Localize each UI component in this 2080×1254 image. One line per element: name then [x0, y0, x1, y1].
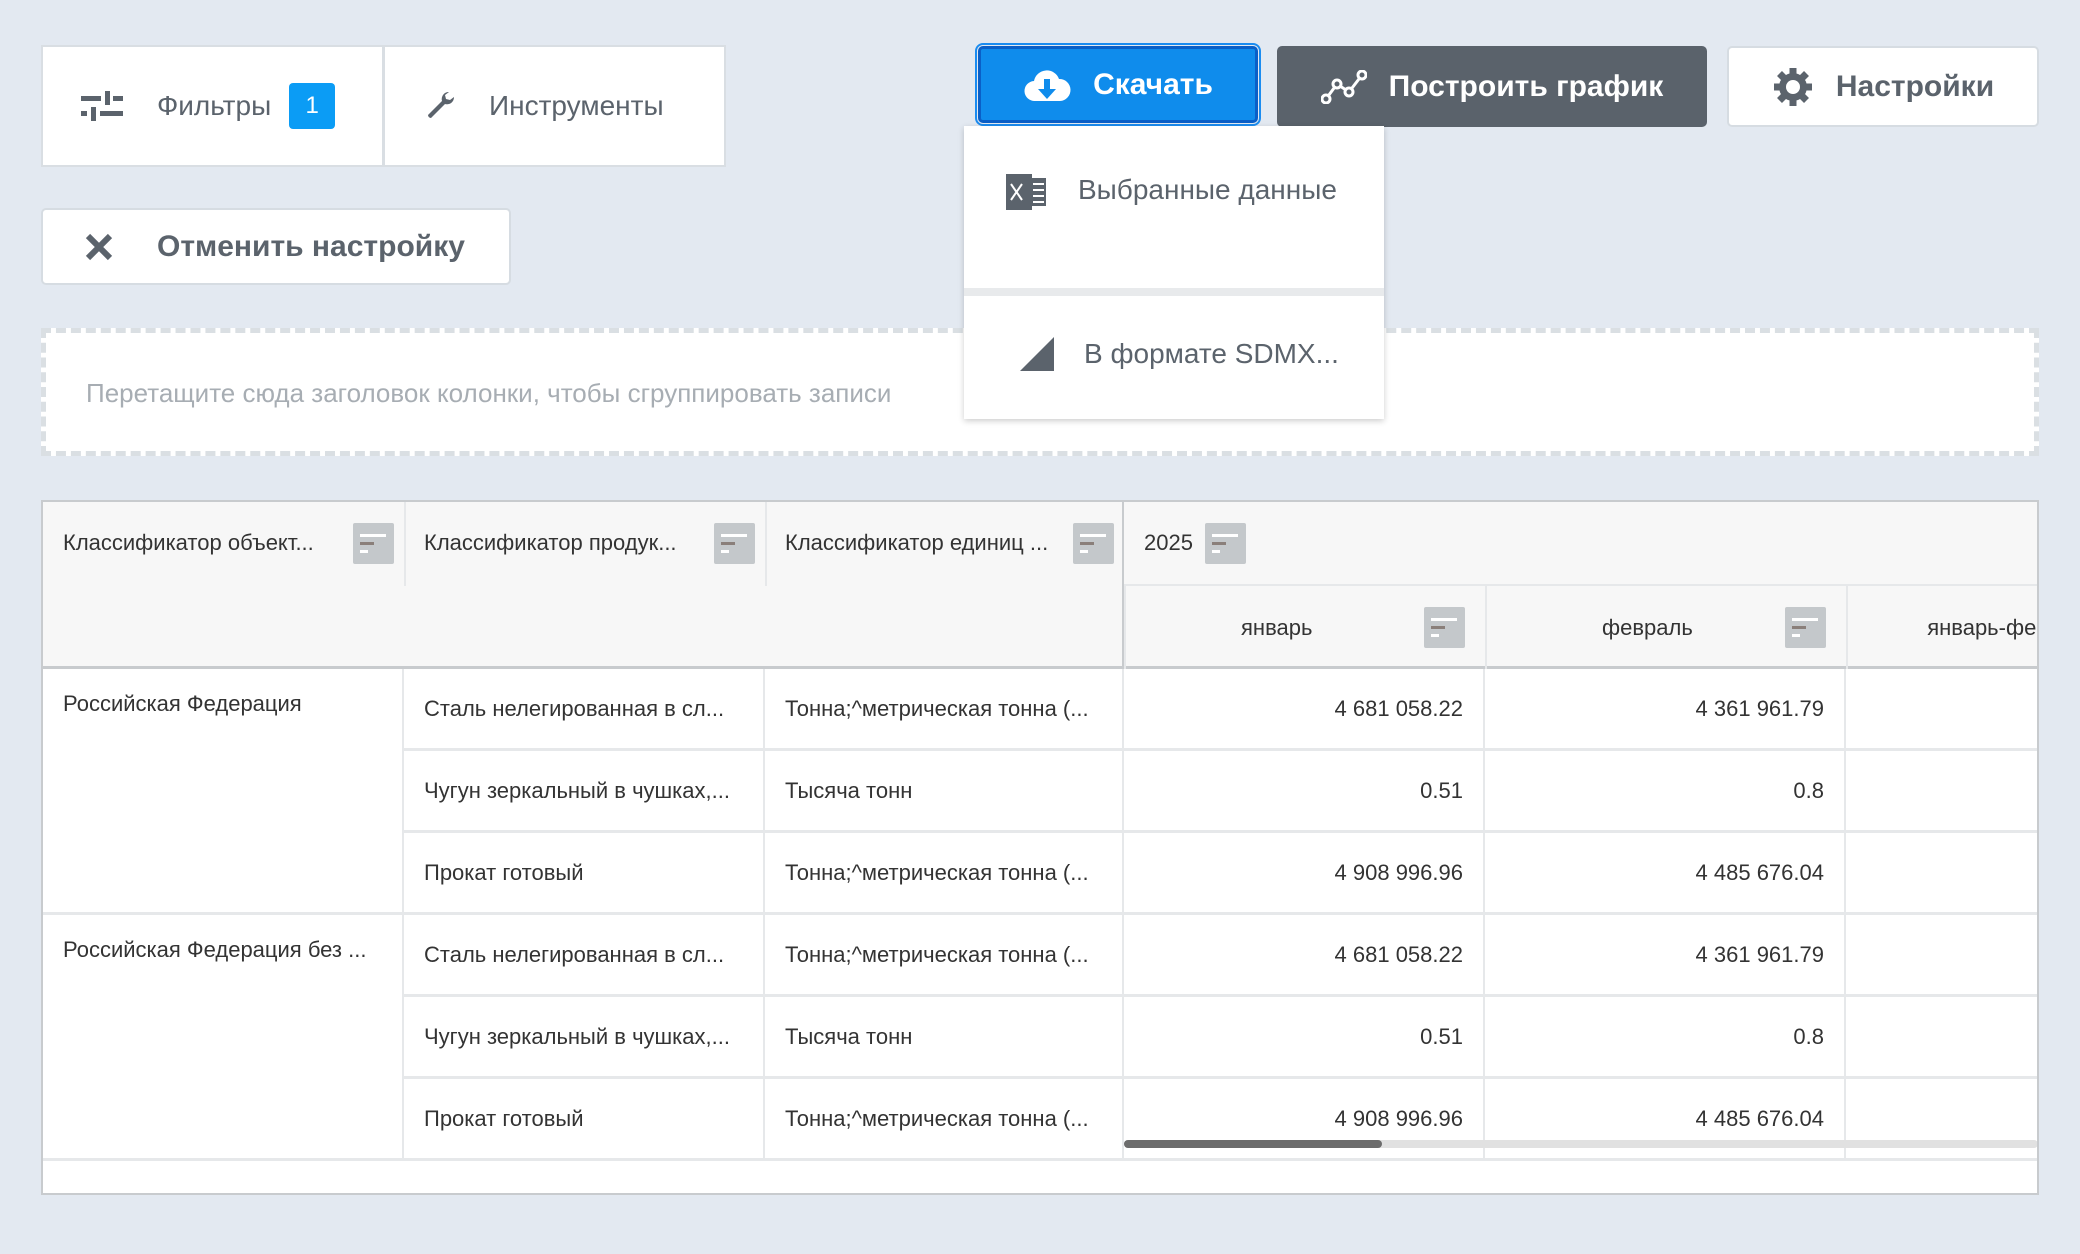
table-cell: Тонна;^метрическая тонна (... [765, 1079, 1124, 1161]
build-chart-label: Построить график [1388, 69, 1664, 103]
table-cell: Чугун зеркальный в чушках,... [404, 751, 765, 833]
scrollbar-thumb[interactable] [1124, 1140, 1382, 1148]
table-cell: 4 681 058.22 [1124, 669, 1485, 751]
download-menu: Выбранные данные В формате SDMX... [964, 126, 1384, 419]
menu-item-label: Выбранные данные [1078, 174, 1337, 205]
column-header[interactable]: Классификатор объект... [63, 522, 394, 564]
table-cell [1846, 751, 2037, 833]
cloud-download-icon [1024, 69, 1071, 101]
table-cell [1846, 915, 2037, 997]
row-group-cell: Российская Федерация [43, 669, 404, 915]
table-cell: 0.8 [1485, 751, 1846, 833]
filters-label: Фильтры [157, 90, 272, 121]
chart-line-icon [1320, 69, 1367, 104]
table-cell: Чугун зеркальный в чушках,... [404, 997, 765, 1079]
download-label: Скачать [1093, 67, 1213, 101]
table-cell [1846, 1079, 2037, 1161]
filters-tab[interactable]: Фильтры 1 [43, 47, 382, 165]
menu-item-selected-data[interactable]: Выбранные данные [964, 126, 1384, 296]
settings-button[interactable]: Настройки [1727, 46, 2039, 127]
table-cell: Сталь нелегированная в сл... [404, 669, 765, 751]
month-header[interactable]: январь-фев [1846, 586, 2037, 669]
table-cell: Тонна;^метрическая тонна (... [765, 915, 1124, 997]
cancel-label: Отменить настройку [157, 229, 465, 263]
cancel-settings-button[interactable]: Отменить настройку [41, 208, 511, 285]
table-cell: 0.8 [1485, 997, 1846, 1079]
excel-icon [1006, 173, 1046, 210]
table-cell: 4 681 058.22 [1124, 915, 1485, 997]
build-chart-button[interactable]: Построить график [1277, 46, 1707, 127]
gear-icon [1773, 67, 1812, 106]
table-cell: 4 485 676.04 [1485, 1079, 1846, 1161]
horizontal-scrollbar[interactable] [1124, 1140, 2037, 1148]
sort-filter-icon[interactable] [1424, 607, 1465, 648]
sort-filter-icon[interactable] [714, 522, 755, 564]
data-grid: Классификатор объект... Классификатор про… [41, 500, 2039, 1195]
group-placeholder: Перетащите сюда заголовок колонки, чтобы… [86, 378, 892, 408]
sort-filter-icon[interactable] [1073, 522, 1114, 564]
table-cell [1846, 833, 2037, 915]
close-icon [85, 233, 113, 260]
table-cell: 4 908 996.96 [1124, 833, 1485, 915]
table-cell: Прокат готовый [404, 1079, 765, 1161]
table-cell: Тысяча тонн [765, 751, 1124, 833]
table-cell [1846, 669, 2037, 751]
filter-tools-panel: Фильтры 1 Инструменты [41, 45, 726, 167]
table-cell: Прокат готовый [404, 833, 765, 915]
table-cell: Тонна;^метрическая тонна (... [765, 833, 1124, 915]
menu-item-sdmx[interactable]: В формате SDMX... [964, 296, 1384, 411]
column-header[interactable]: Классификатор продук... [424, 522, 755, 564]
wrench-icon [428, 91, 455, 118]
table-cell: 4 908 996.96 [1124, 1079, 1485, 1161]
menu-item-label: В формате SDMX... [1084, 337, 1339, 369]
tools-tab[interactable]: Инструменты [382, 47, 724, 165]
sort-filter-icon[interactable] [1785, 607, 1826, 648]
sliders-icon [81, 91, 123, 121]
sort-filter-icon[interactable] [353, 522, 394, 564]
settings-label: Настройки [1835, 69, 1995, 103]
column-header[interactable]: Классификатор единиц ... [785, 522, 1114, 564]
table-cell: Тысяча тонн [765, 997, 1124, 1079]
download-button[interactable]: Скачать [975, 43, 1261, 126]
year-header[interactable]: 2025 [1144, 522, 1246, 564]
row-group-cell: Российская Федерация без ... [43, 915, 404, 1161]
table-cell: 4 485 676.04 [1485, 833, 1846, 915]
filters-count-badge: 1 [289, 83, 336, 129]
table-cell: 4 361 961.79 [1485, 669, 1846, 751]
sort-filter-icon[interactable] [1204, 522, 1246, 564]
table-cell: Сталь нелегированная в сл... [404, 915, 765, 997]
table-cell: Тонна;^метрическая тонна (... [765, 669, 1124, 751]
tools-label: Инструменты [489, 90, 664, 121]
table-cell: 4 361 961.79 [1485, 915, 1846, 997]
table-cell: 0.51 [1124, 997, 1485, 1079]
table-cell: 0.51 [1124, 751, 1485, 833]
table-cell [1846, 997, 2037, 1079]
month-header[interactable]: январь [1124, 586, 1485, 669]
month-header[interactable]: февраль [1485, 586, 1846, 669]
sdmx-icon [1020, 336, 1054, 371]
